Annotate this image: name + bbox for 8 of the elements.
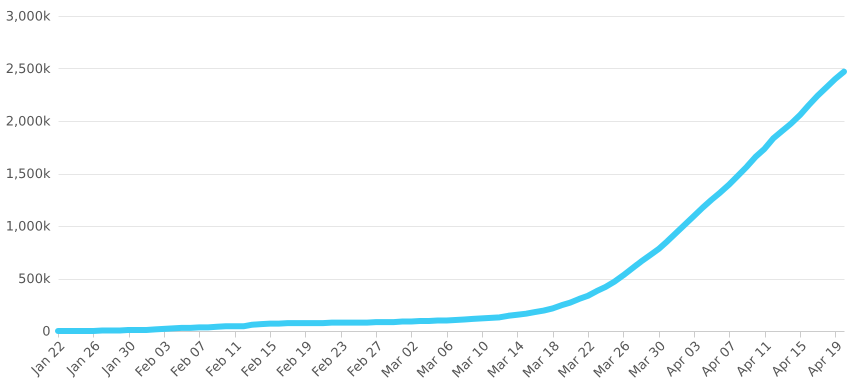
y-tick-label: 2,000k (6, 114, 51, 130)
y-tick-label: 2,500k (6, 62, 51, 77)
y-tick-label: 500k (18, 272, 51, 287)
y-tick-label: 0 (42, 324, 50, 340)
y-tick-label: 1,000k (6, 220, 51, 234)
y-tick-label: 1,500k (6, 167, 51, 182)
x-tick-label: Apr 19 (804, 338, 846, 380)
y-tick-label: 3,000k (6, 10, 51, 24)
